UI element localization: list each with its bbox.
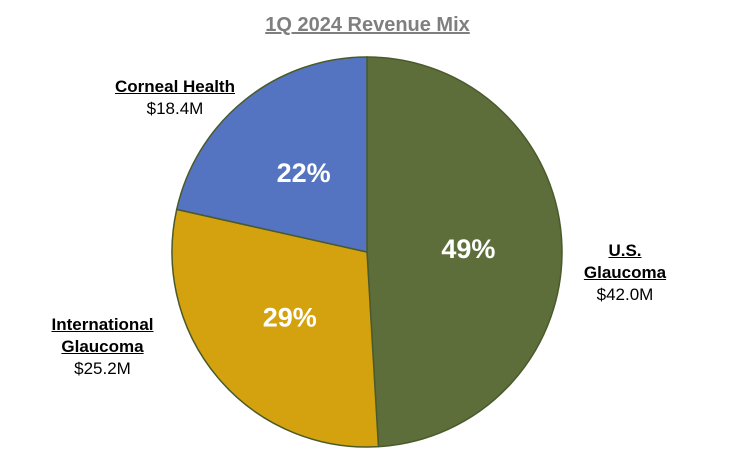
slice-amount-international-glaucoma: $25.2M	[74, 359, 131, 378]
slice-name-corneal-health: Corneal Health	[100, 76, 250, 98]
pie-slice-international-glaucoma	[171, 208, 380, 448]
percent-label-corneal-health: 22%	[277, 158, 331, 188]
slice-amount-us-glaucoma: $42.0M	[596, 285, 654, 304]
slice-name-line: International	[51, 315, 154, 334]
chart-title: 1Q 2024 Revenue Mix	[265, 14, 470, 36]
slice-name-line: Glaucoma	[583, 263, 667, 282]
percent-label-us-glaucoma: 49%	[441, 234, 495, 264]
pie-slice-us-glaucoma	[366, 56, 563, 448]
percent-label-international-glaucoma: 29%	[263, 303, 317, 333]
pie-slice-corneal-health	[175, 56, 368, 253]
slice-name-line: Corneal Health	[115, 77, 235, 96]
slice-name-line: Glaucoma	[61, 337, 144, 356]
slice-name-international-glaucoma: International Glaucoma	[30, 314, 175, 358]
slice-amount-corneal-health: $18.4M	[146, 99, 204, 118]
slice-name-line: U.S.	[608, 241, 642, 260]
slice-label-international-glaucoma: International Glaucoma $25.2M	[30, 314, 175, 380]
slice-label-us-glaucoma: U.S. Glaucoma $42.0M	[565, 240, 685, 306]
slice-label-corneal-health: Corneal Health $18.4M	[100, 76, 250, 120]
slice-name-us-glaucoma: U.S. Glaucoma	[565, 240, 685, 284]
